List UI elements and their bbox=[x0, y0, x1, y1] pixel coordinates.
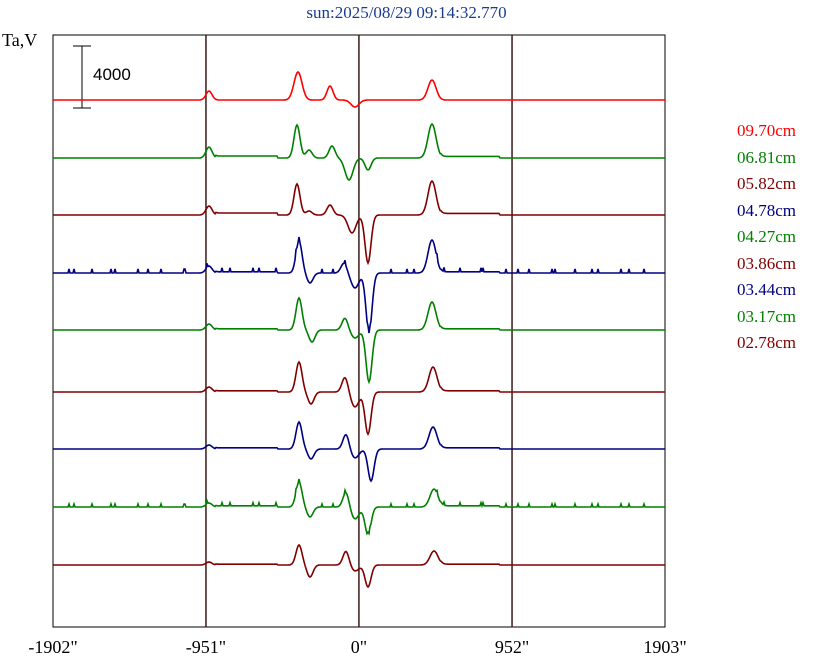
series-line-7 bbox=[53, 478, 665, 536]
gridlines bbox=[205, 35, 513, 627]
series-line-4 bbox=[53, 296, 665, 385]
series-line-2 bbox=[53, 179, 665, 266]
legend-item-0: 09.70cm bbox=[737, 121, 797, 140]
series-line-5 bbox=[53, 360, 665, 437]
legend-item-3: 04.78cm bbox=[737, 200, 797, 220]
chart-title: sun:2025/08/29 09:14:32.770 bbox=[306, 3, 507, 22]
scale-bar bbox=[73, 45, 91, 109]
legend-item-1: 06.81cm bbox=[737, 147, 797, 167]
legend-item-6: 03.44cm bbox=[737, 280, 797, 299]
x-tick-label-1: -951" bbox=[185, 637, 227, 657]
legend-item-5: 03.86cm bbox=[737, 253, 797, 273]
x-tick-label-2: 0" bbox=[350, 637, 368, 657]
legend-item-2: 05.82cm bbox=[737, 174, 797, 193]
x-tick-label-4: 1903" bbox=[643, 637, 687, 657]
x-tick-label-0: -1902" bbox=[28, 637, 78, 657]
legend-item-4: 04.27cm bbox=[737, 227, 797, 246]
legend-item-8: 02.78cm bbox=[737, 333, 797, 352]
series-line-0 bbox=[53, 70, 665, 108]
series-line-3 bbox=[53, 236, 665, 334]
traces bbox=[53, 70, 665, 589]
series-line-1 bbox=[53, 122, 665, 181]
series-line-6 bbox=[53, 420, 665, 483]
scale-bar-label: 4000 bbox=[93, 65, 131, 84]
series-line-8 bbox=[53, 543, 665, 589]
legend-item-7: 03.17cm bbox=[737, 306, 797, 326]
legend: 09.70cm 06.81cm 05.82cm 04.78cm 04.27cm 03.86… bbox=[737, 118, 796, 357]
x-tick-label-3: 952" bbox=[494, 637, 530, 657]
y-axis-label: Ta,V bbox=[2, 30, 38, 50]
